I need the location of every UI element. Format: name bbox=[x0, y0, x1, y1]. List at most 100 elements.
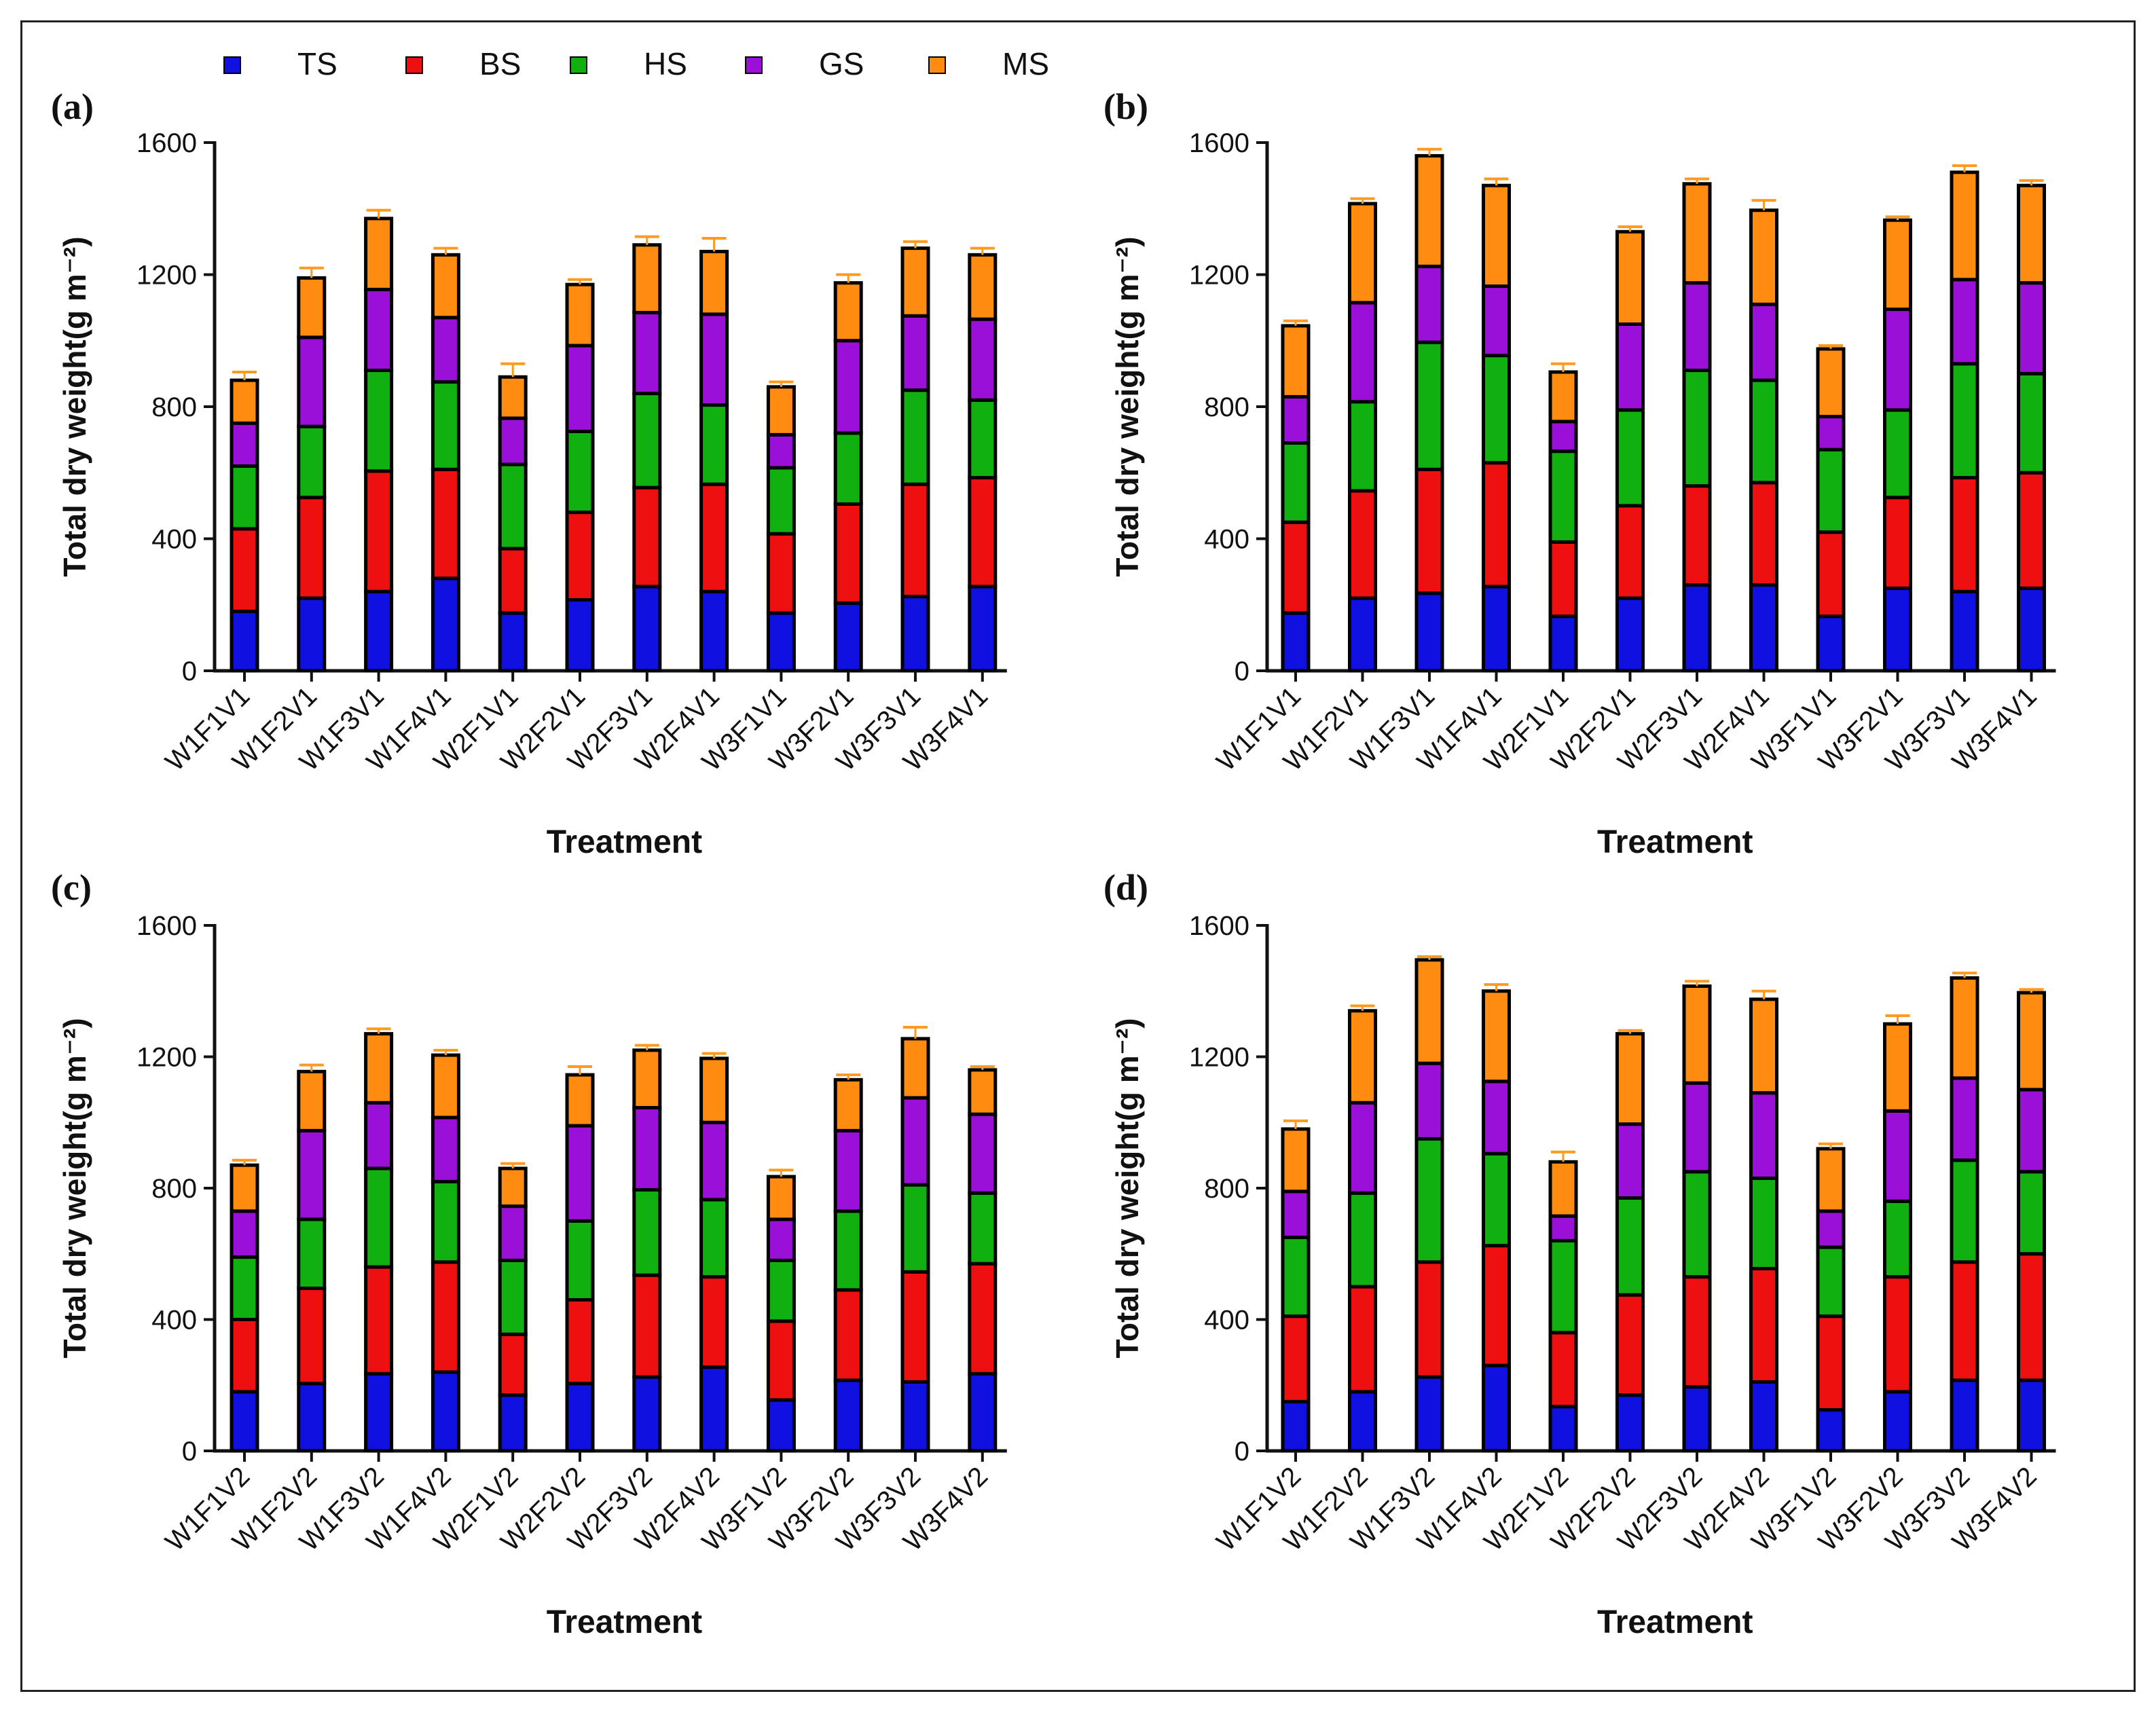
bar-segment-bs bbox=[1749, 1267, 1778, 1384]
legend-item-ts: TS bbox=[223, 46, 337, 81]
bar-segment-ms bbox=[1883, 218, 1912, 312]
bar-segment-hs bbox=[766, 466, 796, 536]
bar-segment-ms bbox=[1414, 153, 1444, 268]
bar-segment-ms bbox=[1615, 1032, 1645, 1126]
bar-segment-bs bbox=[1883, 496, 1912, 590]
error-bar-ms bbox=[634, 1044, 659, 1050]
bar-segment-ts bbox=[833, 1378, 863, 1453]
chart-panel-a: (a) 0 400 800 1200 1600 Total dry weight(g m⁻²… bbox=[51, 86, 1007, 860]
bar-segment-ms bbox=[1281, 1127, 1311, 1194]
bar-segment-gs bbox=[1816, 1209, 1846, 1249]
y-tick-label: 1600 bbox=[136, 911, 197, 941]
bar-segment-hs bbox=[1615, 1196, 1645, 1297]
x-axis-label: Treatment bbox=[547, 824, 702, 860]
bar-segment-gs bbox=[565, 344, 595, 433]
error-bar-ms bbox=[836, 1073, 861, 1080]
bar-segment-hs bbox=[1749, 378, 1778, 485]
bar-segment-ms bbox=[1548, 1160, 1578, 1218]
error-bar-ms bbox=[2019, 988, 2044, 993]
bar-stack bbox=[1482, 983, 1511, 1453]
bar-segment-ms bbox=[1615, 229, 1645, 326]
bar-stack bbox=[431, 246, 460, 673]
bar-stack bbox=[632, 235, 662, 673]
bar-segment-hs bbox=[968, 1191, 998, 1266]
legend-item-bs: BS bbox=[405, 46, 521, 81]
bar-segment-hs bbox=[2017, 1170, 2046, 1256]
bar-segment-hs bbox=[1682, 369, 1712, 488]
bar-segment-bs bbox=[1548, 540, 1578, 619]
bar-segment-hs bbox=[968, 398, 998, 480]
bar-segment-gs bbox=[498, 416, 528, 466]
bar-segment-bs bbox=[968, 476, 998, 589]
bar-segment-ts bbox=[1414, 1375, 1444, 1453]
bar-segment-ts bbox=[699, 1365, 729, 1453]
bar-segment-gs bbox=[2017, 1088, 2046, 1174]
y-axis-label: Total dry weight(g m⁻²) bbox=[57, 1018, 92, 1358]
bar-segment-gs bbox=[1348, 1101, 1377, 1195]
bar-segment-hs bbox=[699, 1198, 729, 1279]
bar-segment-ms bbox=[565, 1073, 595, 1128]
bar-stack bbox=[565, 1065, 595, 1453]
bar-segment-gs bbox=[1749, 1091, 1778, 1180]
bar-segment-hs bbox=[1348, 1191, 1377, 1289]
legend-item-gs: GS bbox=[745, 46, 864, 81]
error-bar-ms bbox=[1551, 362, 1575, 372]
bar-stack bbox=[1682, 177, 1712, 673]
bar-segment-ms bbox=[297, 1069, 327, 1132]
bar-stack bbox=[364, 208, 394, 673]
bar-segment-bs bbox=[699, 1275, 729, 1369]
bar-segment-ts bbox=[1482, 585, 1511, 673]
legend-label-bs: BS bbox=[479, 46, 521, 81]
y-tick-label: 1200 bbox=[1189, 261, 1249, 291]
bar-segment-hs bbox=[1950, 1158, 1979, 1264]
error-bar-ms bbox=[634, 235, 659, 245]
bar-segment-hs bbox=[1414, 340, 1444, 471]
bar-segment-hs bbox=[297, 424, 327, 500]
bar-segment-gs bbox=[1414, 264, 1444, 344]
bar-segment-hs bbox=[431, 1179, 460, 1264]
bar-segment-ms bbox=[1482, 183, 1511, 289]
error-bar-ms bbox=[1283, 319, 1308, 326]
bar-segment-gs bbox=[230, 421, 259, 468]
bar-stack bbox=[364, 1027, 394, 1453]
bar-stack bbox=[230, 370, 259, 673]
bar-segment-bs bbox=[2017, 1252, 2046, 1382]
bar-segment-ms bbox=[1682, 984, 1712, 1085]
bar-segment-hs bbox=[632, 392, 662, 490]
bar-segment-gs bbox=[699, 1120, 729, 1202]
bar-segment-gs bbox=[1548, 420, 1578, 454]
bar-segment-bs bbox=[230, 527, 259, 613]
bar-segment-bs bbox=[1348, 489, 1377, 600]
bar-segment-hs bbox=[1348, 400, 1377, 493]
bar-segment-bs bbox=[1682, 1275, 1712, 1389]
bar-segment-hs bbox=[565, 1219, 595, 1302]
bar-segment-bs bbox=[1414, 1260, 1444, 1379]
bar-stack bbox=[1348, 1004, 1377, 1453]
bar-stack bbox=[900, 240, 930, 673]
y-axis-label: Total dry weight(g m⁻²) bbox=[1110, 236, 1145, 576]
bar-segment-bs bbox=[1816, 530, 1846, 619]
bar-segment-ts bbox=[968, 585, 998, 673]
error-bar-ms bbox=[769, 1168, 794, 1177]
bar-segment-gs bbox=[431, 316, 460, 384]
bar-segment-gs bbox=[230, 1209, 259, 1259]
bar-segment-ms bbox=[431, 253, 460, 320]
error-bar-ms bbox=[1618, 1029, 1643, 1034]
y-tick-label: 0 bbox=[182, 1437, 197, 1467]
bar-segment-gs bbox=[968, 317, 998, 402]
bar-segment-ts bbox=[565, 1382, 595, 1453]
error-bar-ms bbox=[1484, 177, 1509, 186]
bar-segment-gs bbox=[1281, 1190, 1311, 1240]
bar-segment-ms bbox=[1348, 1009, 1377, 1105]
bar-segment-gs bbox=[1950, 278, 1979, 366]
bar-segment-ts bbox=[498, 611, 528, 673]
bar-segment-gs bbox=[900, 1096, 930, 1187]
y-tick-label: 1200 bbox=[1189, 1043, 1249, 1073]
bar-segment-ts bbox=[968, 1371, 998, 1453]
bar-segment-ms bbox=[1548, 370, 1578, 424]
bar-segment-gs bbox=[1749, 302, 1778, 382]
y-tick-label: 800 bbox=[1204, 1174, 1249, 1204]
bar-segment-ts bbox=[1749, 583, 1778, 673]
bar-segment-bs bbox=[632, 1273, 662, 1379]
bar-segment-bs bbox=[1950, 476, 1979, 593]
